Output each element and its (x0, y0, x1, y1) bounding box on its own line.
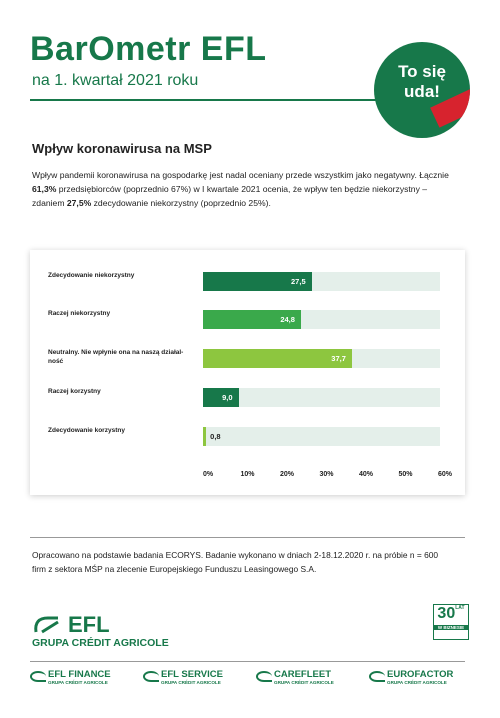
anniversary-number: 30 (437, 605, 456, 622)
badge: To się uda! (374, 42, 470, 138)
value-label: 9,0 (222, 392, 233, 402)
bar (203, 271, 312, 291)
bar-track (203, 387, 440, 407)
anniversary-badge: 30LAT W BIZNESIE (433, 604, 469, 640)
brand-group: GRUPA CRÉDIT AGRICOLE (274, 680, 334, 685)
x-tick-label: 20% (279, 471, 295, 478)
header-title: BarOmetr EFL (30, 30, 267, 68)
anniversary-caption: W BIZNESIE (434, 625, 468, 630)
bar (203, 426, 207, 446)
brand-name: EFL FINANCE (30, 669, 140, 682)
category-label: Zdecydowanie korzystny (48, 427, 125, 434)
x-tick-label: 0% (202, 471, 214, 478)
x-tick-label: 50% (398, 471, 413, 478)
badge-line: To się (398, 62, 446, 81)
brand-group: GRUPA CRÉDIT AGRICOLE (387, 680, 447, 685)
brand: CAREFLEET GRUPA CRÉDIT AGRICOLE (256, 669, 366, 685)
x-tick-label: 30% (319, 471, 334, 478)
category-label: Zdecydowanie niekorzystny (48, 272, 135, 279)
bar (203, 348, 352, 368)
header-rule (30, 99, 382, 101)
badge-text: To się uda! (374, 62, 470, 102)
intro-highlight: 61,3% (32, 184, 57, 194)
header-subtitle: na 1. kwartał 2021 roku (32, 72, 199, 89)
intro-text: przedsiębiorców (poprzednio 67%) w I kwa… (32, 184, 428, 208)
category-label: Raczej niekorzystny (48, 310, 111, 317)
x-tick-label: 10% (240, 471, 255, 478)
brand-name: EUROFACTOR (369, 669, 479, 682)
badge-line: uda! (404, 82, 440, 101)
x-tick-label: 40% (358, 471, 374, 478)
footer-note: Opracowano na podstawie badania ECORYS. … (32, 550, 439, 574)
intro-text: Wpływ pandemii koronawirusa na gospodark… (32, 170, 449, 180)
bar-track (203, 426, 440, 446)
intro-text: zdecydowanie niekorzystny (poprzednio 25… (91, 198, 271, 208)
brand-group: GRUPA CRÉDIT AGRICOLE (161, 680, 221, 685)
brand-name: EFL SERVICE (143, 669, 253, 682)
divider (30, 661, 465, 662)
value-label: 37,7 (331, 353, 346, 363)
value-label: 0,8 (210, 431, 221, 441)
chart-card (30, 250, 465, 495)
brand: EFL FINANCE GRUPA CRÉDIT AGRICOLE (30, 669, 140, 685)
intro: Wpływ pandemii koronawirusa na gospodark… (32, 168, 452, 210)
x-tick-label: 60% (437, 471, 453, 478)
category-label: Raczej korzystny (48, 388, 101, 395)
anniversary-unit: LAT (455, 605, 465, 611)
brand: EFL SERVICE GRUPA CRÉDIT AGRICOLE (143, 669, 253, 685)
value-label: 27,5 (291, 276, 306, 286)
logo-mark (34, 616, 59, 634)
logo-name: EFL (68, 612, 110, 637)
divider (30, 537, 465, 538)
logo-group: GRUPA CRÉDIT AGRICOLE (32, 637, 169, 649)
bar (203, 309, 301, 329)
bar (203, 387, 239, 407)
brand: EUROFACTOR GRUPA CRÉDIT AGRICOLE (369, 669, 479, 685)
brand-group: GRUPA CRÉDIT AGRICOLE (48, 680, 108, 685)
intro-highlight: 27,5% (66, 198, 92, 208)
section-title: Wpływ koronawirusa na MSP (32, 141, 212, 156)
category-label: Neutralny. Nie wpłynie ona na naszą dzia… (48, 349, 184, 365)
value-label: 24,8 (280, 314, 295, 324)
brand-name: CAREFLEET (256, 669, 366, 682)
